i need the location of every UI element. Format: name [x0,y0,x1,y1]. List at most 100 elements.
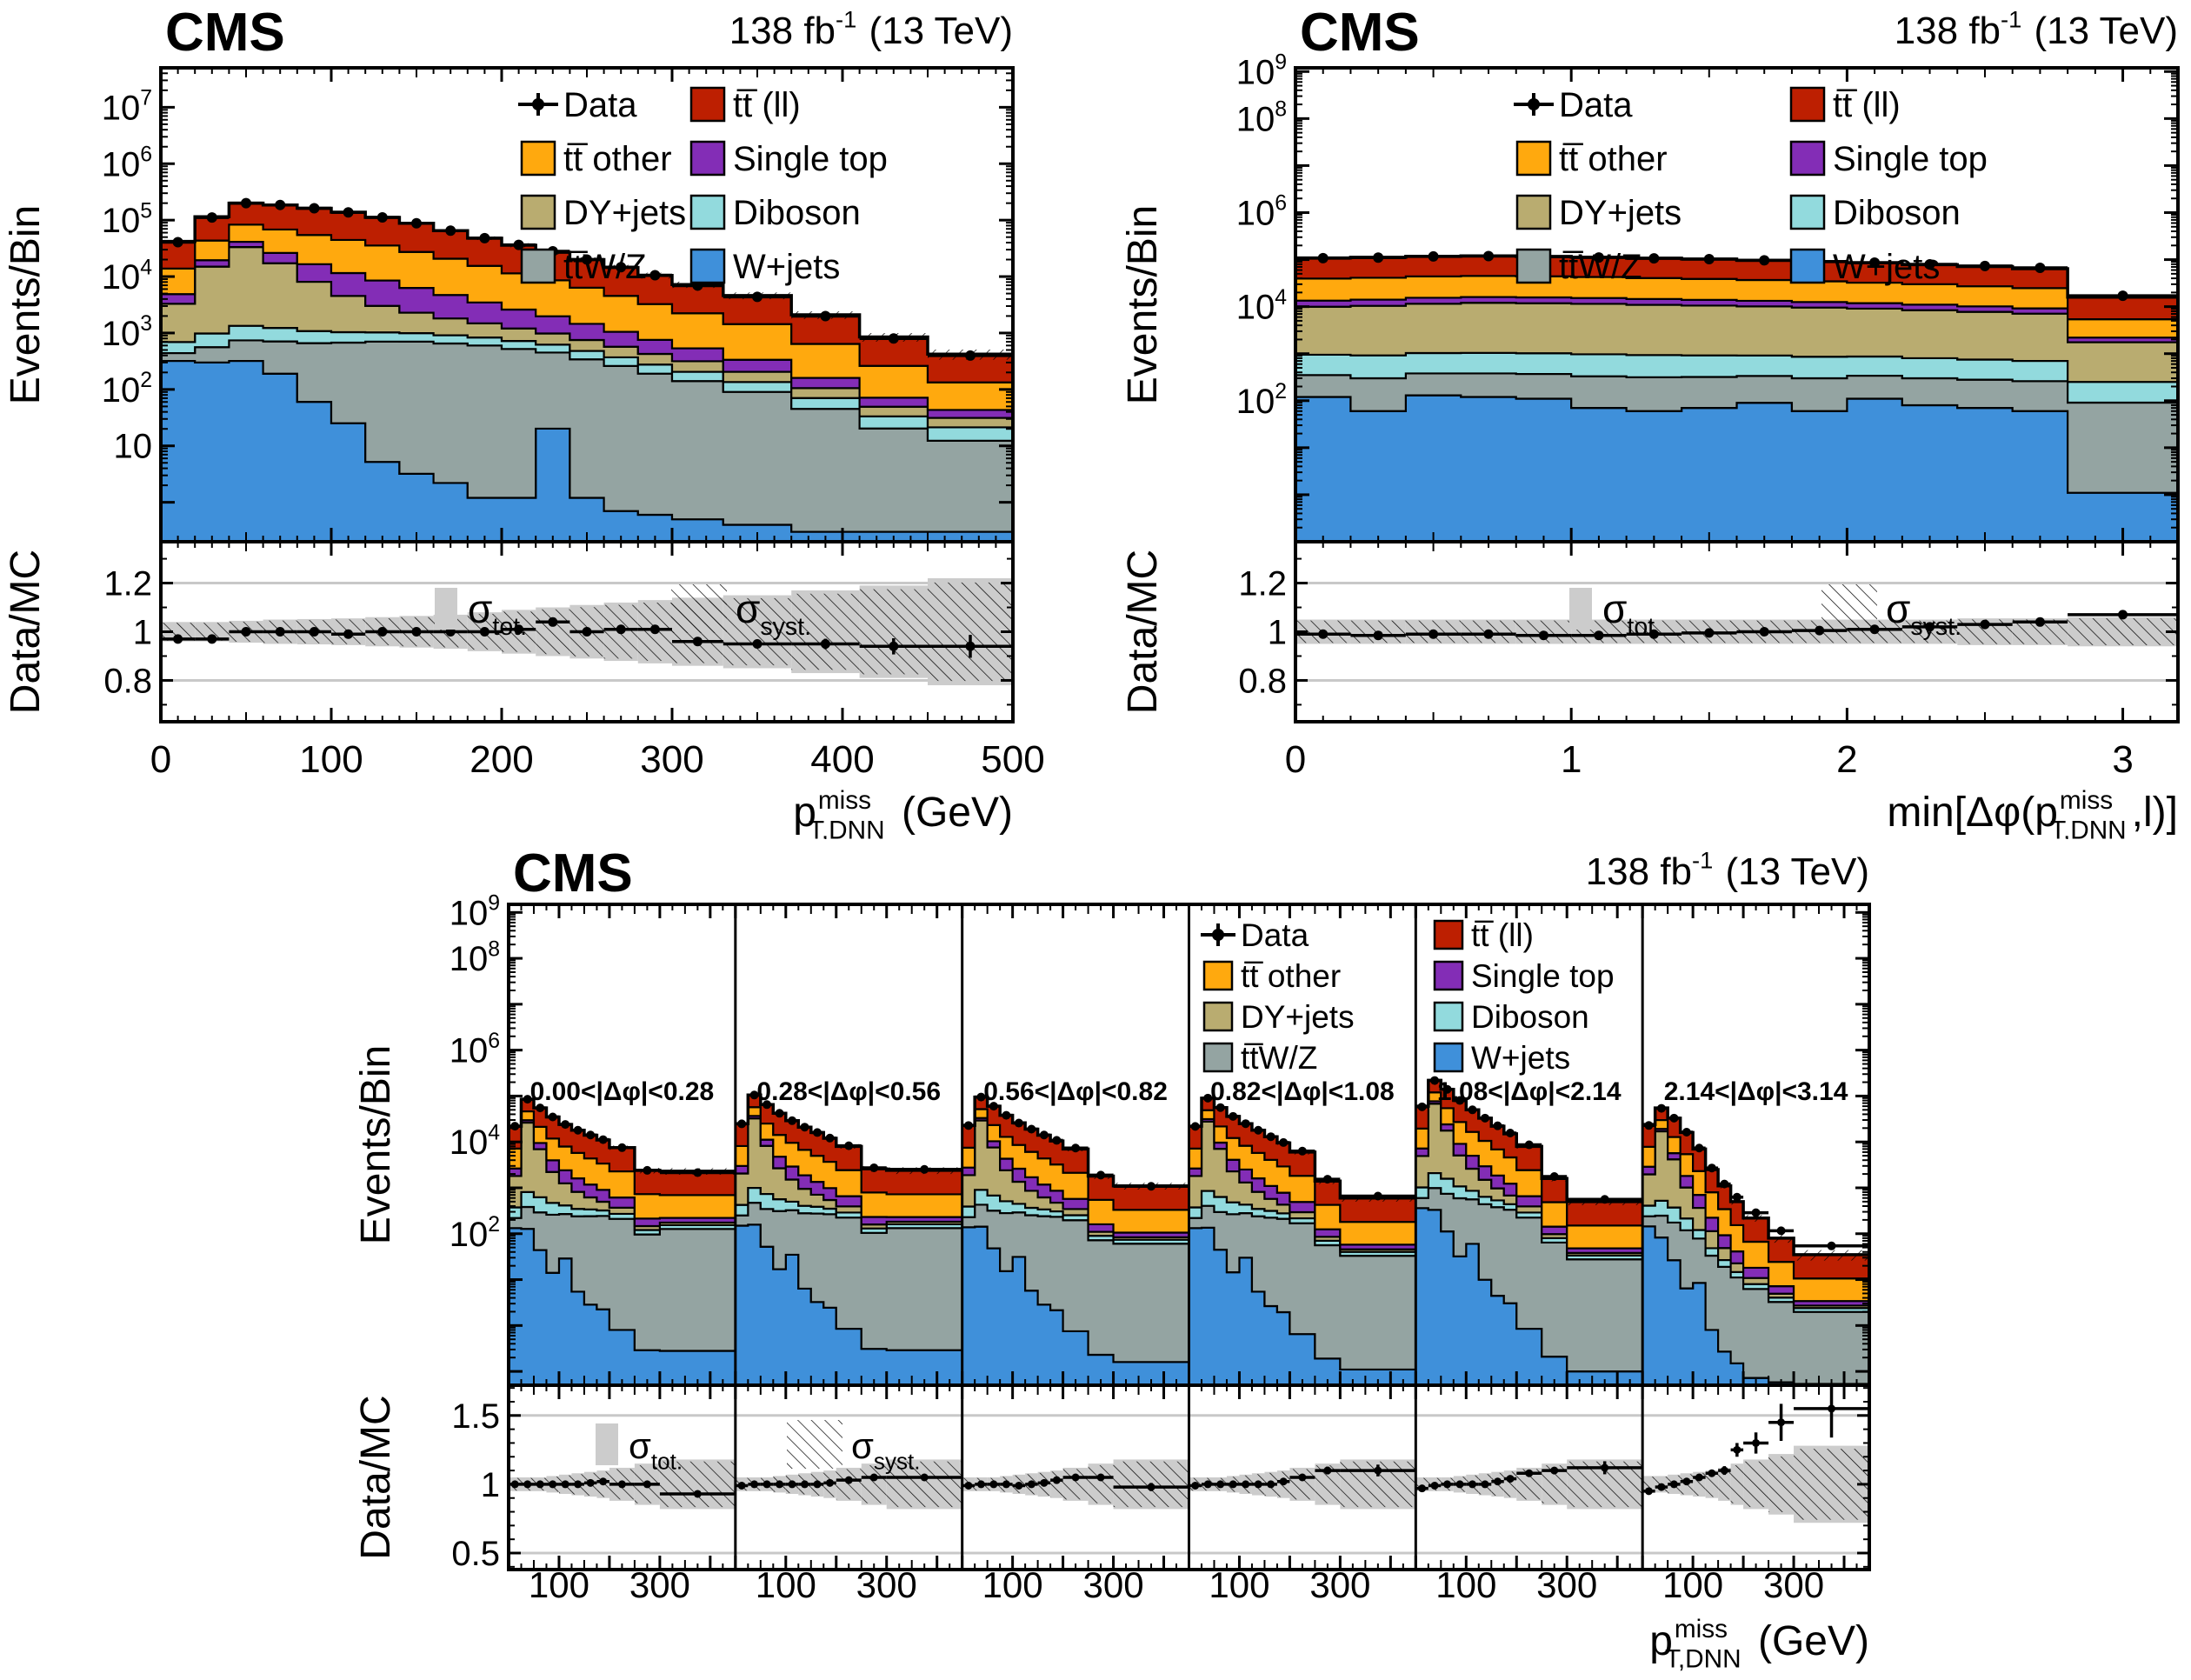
ratio-point [377,627,388,637]
legend-swatch-ttwz [1202,1042,1234,1073]
legend-swatch-diboson [689,194,726,230]
data-point [1493,1121,1502,1130]
ratio-point [1254,1480,1262,1489]
ratio-point [574,1480,583,1489]
ratio-point [1481,1480,1489,1489]
data-point [1373,1191,1382,1201]
legend-label-diboson: Diboson [1471,999,1589,1035]
min-dphi-chart: CMS 138 fb-1 (13 TeV)Events/BinData/MC102… [1120,3,2180,844]
data-point [1827,1241,1836,1250]
ratio-point [813,1480,822,1489]
data-point [1703,254,1715,265]
legend-sigma-tot-swatch [596,1423,618,1465]
ratio-area [1295,610,2178,647]
ratio-point [343,629,354,639]
ratio-point [1506,1475,1515,1483]
ratio-point [1267,1480,1275,1489]
legend-label-ttll: tt̅ (ll) [733,86,801,124]
data-point [775,1109,784,1118]
ratio-point [1759,627,1769,637]
ratio-tick-label: 1.2 [1238,565,1287,603]
y-tick-label: 104 [450,1121,501,1162]
ratio-point [1318,629,1329,639]
data-point [1776,1226,1786,1236]
sigma-syst-band [195,623,230,641]
data-point [1682,1127,1691,1137]
data-point [1039,1130,1049,1140]
ratio-point [752,638,763,649]
data-point [1147,1182,1156,1191]
data-point [2034,263,2046,274]
legend-sigma-syst: σsyst. [736,586,811,641]
ratio-point [1015,1481,1023,1490]
panel-range-label: 2.14<|Δφ|<3.14 [1664,1077,1848,1106]
ratio-point [1002,1480,1010,1489]
data-point [869,1163,879,1172]
data-point [737,1119,747,1129]
data-point [920,1164,929,1174]
ratio-point [737,1481,746,1490]
x-tick-label: 300 [629,1564,690,1605]
legend-label-data: Data [1241,917,1309,953]
ratio-point [1430,1481,1439,1490]
x-tick-label: 100 [1209,1564,1269,1605]
ratio-point [692,637,703,647]
ratio-point [616,624,626,635]
cms-label: CMS [165,3,285,63]
legend-swatch-ttother [1202,960,1234,991]
ratio-axis-title: Data/MC [353,1395,399,1559]
ratio-point [989,1480,998,1489]
sigma-syst-band [1730,1465,1744,1503]
ratio-tick-label: 0.5 [451,1535,500,1573]
ratio-point [523,1480,532,1489]
y-tick-label: 102 [450,1213,500,1254]
data-point [1373,252,1384,263]
data-point [1593,252,1604,263]
data-point [1924,258,1935,270]
ratio-point [1828,1404,1836,1413]
ratio-point [514,624,524,635]
ratio-point [1323,1466,1332,1475]
data-point [1524,1140,1534,1150]
ptmiss-chart: CMS 138 fb-1 (13 TeV)Events/BinData/MC101… [3,3,1045,844]
ratio-point [1418,1484,1427,1493]
data-point [1215,1103,1225,1112]
legend-label-ttll: tt̅ (ll) [1471,917,1534,953]
legend-swatch-wjets [1789,248,1826,284]
ratio-point [1483,629,1494,639]
ratio-point [1040,1478,1049,1487]
legend-swatch-diboson [1789,194,1826,230]
lumi-label: 138 fb-1 (13 TeV) [729,6,1013,53]
ratio-point [1538,630,1548,641]
x-tick-label: 100 [1435,1564,1496,1605]
legend-label-ttwz: tt̅W/Z [1241,1040,1317,1076]
ratio-point [649,624,660,635]
legend-swatch-singletop [1789,140,1826,177]
sigma-syst-band [723,597,792,666]
data-point [241,197,251,209]
legend-label-dyjets: DY+jets [1241,999,1355,1035]
ptmiss-slices-chart: CMS 138 fb-1 (13 TeV) Events/Bin Data/MC 0.0… [353,843,1871,1673]
data-point [749,1090,759,1100]
ratio-point [1752,1438,1761,1447]
ratio-point [1242,1480,1250,1489]
data-point [1071,1143,1081,1153]
data-point [1751,1208,1761,1217]
ratio-point [693,1490,702,1498]
y-axis-title: Events/Bin [353,1045,399,1244]
data-point [536,1103,545,1113]
data-point [1027,1124,1036,1134]
x-tick-label: 300 [1309,1564,1370,1605]
x-tick-label: 100 [982,1564,1043,1605]
series-wjets [1295,394,2178,542]
data-point [844,1141,854,1150]
data-point [1279,1137,1289,1147]
sigma-syst-band [161,623,196,641]
y-tick-label: 102 [102,369,152,410]
data-point [479,232,490,243]
legend-swatch-dyjets [1202,1001,1234,1032]
sigma-syst-band [1088,1465,1114,1503]
data-point [1190,1122,1200,1131]
y-tick-label: 109 [450,891,500,932]
ratio-point [1374,1466,1382,1475]
